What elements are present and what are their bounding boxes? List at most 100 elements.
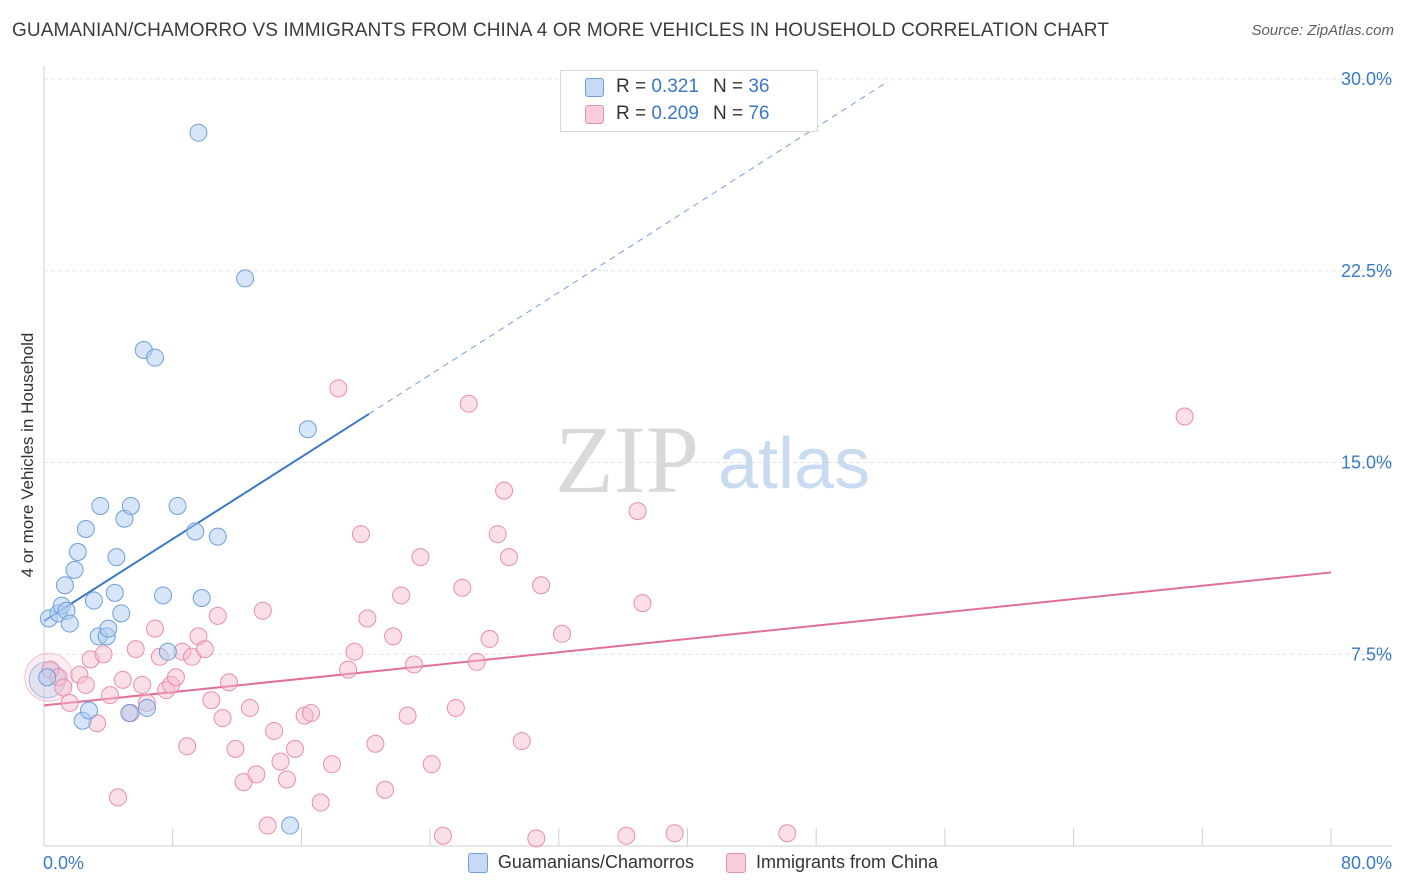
point-china (157, 681, 176, 700)
point-china (665, 824, 684, 843)
point-guamanian (236, 269, 255, 288)
point-china (392, 586, 411, 605)
data-points (24, 123, 1194, 848)
point-guamanian (38, 668, 57, 687)
r-label: R = (616, 103, 647, 124)
point-guamanian (168, 496, 187, 515)
point-guamanian (84, 591, 103, 610)
point-china (226, 739, 245, 758)
point-china (453, 578, 472, 597)
legend-label: Guamanians/Chamorros (497, 852, 695, 872)
point-guamanian (65, 560, 84, 579)
point-china (467, 652, 486, 671)
point-china (495, 481, 514, 500)
point-china (617, 826, 636, 845)
point-china (220, 673, 239, 692)
point-china (345, 642, 364, 661)
y-tick-label: 30.0% (1341, 69, 1392, 89)
chart-title: GUAMANIAN/CHAMORRO VS IMMIGRANTS FROM CH… (12, 20, 1109, 41)
point-china (553, 624, 572, 643)
point-china (54, 678, 73, 697)
point-china (285, 739, 304, 758)
point-china (94, 645, 113, 664)
source-credit: Source: ZipAtlas.com (1251, 22, 1394, 39)
trendline-china (43, 571, 1332, 707)
r-value: 0.321 (651, 76, 699, 97)
point-china (178, 737, 197, 756)
point-guamanian (68, 542, 87, 561)
point-china (202, 691, 221, 710)
point-guamanian (186, 522, 205, 541)
point-china (512, 732, 531, 751)
axes (43, 66, 1392, 847)
point-china (271, 752, 290, 771)
point-china (76, 675, 95, 694)
point-china (778, 824, 797, 843)
x-tick-label: 80.0% (1341, 853, 1392, 873)
point-guamanian (55, 576, 74, 595)
trendline-guamanian-extension (368, 83, 885, 415)
y-tick-label: 15.0% (1341, 453, 1392, 473)
point-china (1175, 407, 1194, 426)
point-china (376, 780, 395, 799)
y-tick-label: 7.5% (1351, 644, 1392, 664)
trend-lines (43, 83, 1332, 707)
n-label: N = (712, 76, 744, 97)
point-china (258, 816, 277, 835)
legend-item-china[interactable]: Immigrants from China (726, 852, 938, 873)
point-china (446, 698, 465, 717)
r-value: 0.209 (651, 103, 699, 124)
point-guamanian (76, 519, 95, 538)
point-china (265, 721, 284, 740)
y-tick-label: 22.5% (1341, 261, 1392, 281)
n-value: 36 (748, 76, 770, 97)
point-guamanian (80, 701, 99, 720)
point-china (527, 829, 546, 848)
legend-item-guamanians[interactable]: Guamanians/Chamorros (467, 852, 695, 873)
legend-label: Immigrants from China (756, 852, 939, 872)
point-china (329, 379, 348, 398)
point-china (126, 640, 145, 659)
stats-legend: R = 0.321 N = 36 R = 0.209 N = 76 (560, 70, 818, 132)
point-guamanian (281, 816, 300, 835)
point-china (240, 698, 259, 717)
point-guamanian (91, 496, 110, 515)
legend-swatch-pink (585, 104, 604, 124)
point-china (302, 704, 321, 723)
point-guamanian (137, 698, 156, 717)
point-china (366, 734, 385, 753)
point-china (532, 576, 551, 595)
watermark-zip: ZIP (555, 406, 699, 513)
point-guamanian (105, 583, 124, 602)
point-china (339, 660, 358, 679)
watermark-atlas: atlas (718, 424, 870, 504)
stats-legend-row-pink: R = 0.209 N = 76 (585, 101, 769, 127)
watermark: ZIP atlas (555, 406, 870, 513)
point-china (384, 627, 403, 646)
point-guamanian (112, 604, 131, 623)
point-china (195, 640, 214, 659)
point-china (133, 675, 152, 694)
point-guamanian (107, 548, 126, 567)
point-guamanian (121, 496, 140, 515)
point-guamanian (120, 704, 139, 723)
legend-swatch-pink (726, 852, 747, 873)
point-guamanian (192, 589, 211, 608)
stats-legend-row-blue: R = 0.321 N = 36 (585, 74, 769, 100)
point-china (422, 755, 441, 774)
point-china (433, 826, 452, 845)
n-label: N = (712, 103, 744, 124)
point-china (208, 606, 227, 625)
point-guamanian (158, 642, 177, 661)
grid-lines (44, 78, 1392, 655)
point-china (358, 609, 377, 628)
r-label: R = (616, 76, 647, 97)
legend-swatch-blue (585, 77, 604, 97)
x-tick-label: 0.0% (43, 853, 84, 873)
point-china (277, 770, 296, 789)
point-china (109, 788, 128, 807)
point-china (322, 755, 341, 774)
n-value: 76 (748, 103, 770, 124)
point-china (253, 601, 272, 620)
